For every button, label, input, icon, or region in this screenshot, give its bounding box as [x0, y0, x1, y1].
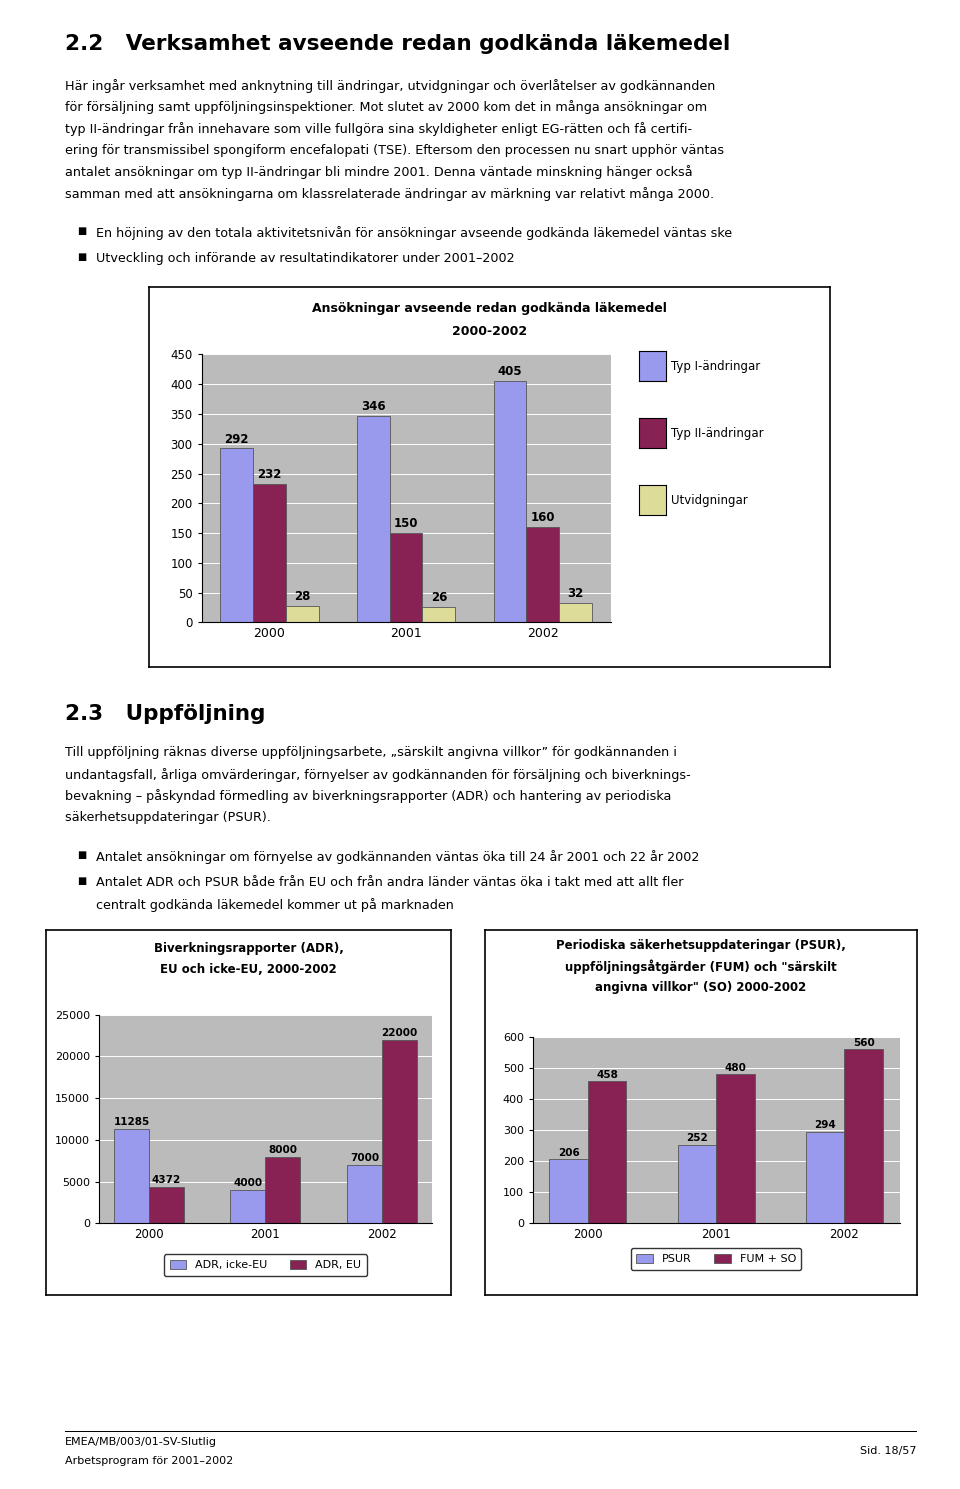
Bar — [390, 533, 422, 622]
Text: Antalet ansökningar om förnyelse av godkännanden väntas öka till 24 år 2001 och : Antalet ansökningar om förnyelse av godk… — [96, 850, 700, 864]
Text: 28: 28 — [294, 590, 310, 603]
Bar — [805, 1132, 845, 1222]
Text: Typ II-ändringar: Typ II-ändringar — [671, 427, 763, 439]
Bar — [357, 417, 390, 622]
Text: 560: 560 — [852, 1038, 875, 1048]
Bar — [220, 448, 253, 622]
Text: ■: ■ — [77, 876, 86, 886]
Bar — [253, 484, 286, 622]
Legend: ADR, icke-EU, ADR, EU: ADR, icke-EU, ADR, EU — [164, 1254, 367, 1276]
Text: 150: 150 — [394, 517, 419, 530]
Text: typ II-ändringar från innehavare som ville fullgöra sina skyldigheter enligt EG-: typ II-ändringar från innehavare som vil… — [65, 122, 692, 135]
Text: 292: 292 — [225, 432, 249, 445]
Text: Typ I-ändringar: Typ I-ändringar — [671, 360, 760, 372]
Text: 232: 232 — [257, 468, 281, 481]
Text: undantagsfall, årliga omvärderingar, förnyelser av godkännanden för försäljning : undantagsfall, årliga omvärderingar, för… — [65, 767, 691, 782]
Text: Arbetsprogram för 2001–2002: Arbetsprogram för 2001–2002 — [65, 1456, 233, 1467]
Text: EU och icke-EU, 2000-2002: EU och icke-EU, 2000-2002 — [160, 962, 337, 975]
Bar — [549, 1160, 588, 1222]
Bar — [347, 1164, 382, 1222]
Text: 480: 480 — [725, 1063, 746, 1072]
Text: 160: 160 — [531, 511, 555, 524]
Text: ■: ■ — [77, 850, 86, 861]
Text: 294: 294 — [814, 1120, 836, 1130]
Bar — [230, 1190, 265, 1222]
Text: 4000: 4000 — [233, 1178, 262, 1188]
Text: uppföljningsåtgärder (FUM) och "särskilt: uppföljningsåtgärder (FUM) och "särskilt — [564, 959, 837, 974]
Text: Utveckling och införande av resultatindikatorer under 2001–2002: Utveckling och införande av resultatindi… — [96, 252, 515, 265]
Text: 26: 26 — [431, 591, 447, 605]
Text: Periodiska säkerhetsuppdateringar (PSUR),: Periodiska säkerhetsuppdateringar (PSUR)… — [556, 938, 846, 951]
Text: Utvidgningar: Utvidgningar — [671, 494, 748, 506]
Text: ering för transmissibel spongiform encefalopati (TSE). Eftersom den processen nu: ering för transmissibel spongiform encef… — [65, 143, 725, 156]
Bar — [265, 1157, 300, 1222]
Bar — [114, 1129, 149, 1222]
Bar — [526, 527, 559, 622]
Text: Här ingår verksamhet med anknytning till ändringar, utvidgningar och överlåtelse: Här ingår verksamhet med anknytning till… — [65, 79, 715, 92]
Text: 346: 346 — [361, 401, 386, 414]
Text: Antalet ADR och PSUR både från EU och från andra länder väntas öka i takt med at: Antalet ADR och PSUR både från EU och fr… — [96, 876, 684, 889]
Text: Ansökningar avseende redan godkända läkemedel: Ansökningar avseende redan godkända läke… — [312, 302, 667, 316]
Bar — [588, 1081, 627, 1222]
Text: 252: 252 — [686, 1133, 708, 1144]
Text: 405: 405 — [497, 365, 522, 378]
Text: 2.2   Verksamhet avseende redan godkända läkemedel: 2.2 Verksamhet avseende redan godkända l… — [65, 34, 731, 54]
Text: ■: ■ — [77, 226, 86, 237]
Text: Biverkningsrapporter (ADR),: Biverkningsrapporter (ADR), — [154, 941, 344, 954]
Text: 11285: 11285 — [113, 1117, 150, 1127]
Bar — [559, 603, 592, 622]
Text: antalet ansökningar om typ II-ändringar bli mindre 2001. Denna väntade minskning: antalet ansökningar om typ II-ändringar … — [65, 165, 693, 179]
Text: 4372: 4372 — [152, 1175, 181, 1185]
Text: centralt godkända läkemedel kommer ut på marknaden: centralt godkända läkemedel kommer ut på… — [96, 898, 454, 911]
Bar — [716, 1074, 755, 1222]
Bar — [678, 1145, 716, 1222]
Text: 206: 206 — [558, 1148, 580, 1158]
Legend: PSUR, FUM + SO: PSUR, FUM + SO — [631, 1248, 802, 1270]
Text: 2000-2002: 2000-2002 — [452, 325, 527, 338]
Text: säkerhetsuppdateringar (PSUR).: säkerhetsuppdateringar (PSUR). — [65, 810, 271, 823]
Bar — [382, 1039, 417, 1222]
Text: för försäljning samt uppföljningsinspektioner. Mot slutet av 2000 kom det in mån: för försäljning samt uppföljningsinspekt… — [65, 100, 708, 115]
Text: En höjning av den totala aktivitetsnivån för ansökningar avseende godkända läkem: En höjning av den totala aktivitetsnivån… — [96, 226, 732, 240]
Text: 22000: 22000 — [381, 1027, 418, 1038]
Text: 8000: 8000 — [269, 1145, 298, 1155]
Text: Till uppföljning räknas diverse uppföljningsarbete, „särskilt angivna villkor” f: Till uppföljning räknas diverse uppföljn… — [65, 746, 677, 759]
Text: 32: 32 — [567, 587, 584, 600]
Bar — [845, 1050, 883, 1222]
Text: EMEA/MB/003/01-SV-Slutlig: EMEA/MB/003/01-SV-Slutlig — [65, 1437, 217, 1447]
Bar — [493, 381, 526, 622]
Text: samman med att ansökningarna om klassrelaterade ändringar av märkning var relati: samman med att ansökningarna om klassrel… — [65, 186, 714, 201]
Text: bevakning – påskyndad förmedling av biverkningsrapporter (ADR) och hantering av : bevakning – påskyndad förmedling av bive… — [65, 789, 672, 803]
Text: 2.3   Uppföljning: 2.3 Uppföljning — [65, 704, 266, 724]
Text: Sid. 18/57: Sid. 18/57 — [860, 1446, 917, 1456]
Text: 458: 458 — [596, 1069, 618, 1080]
Text: ■: ■ — [77, 252, 86, 262]
Text: angivna villkor" (SO) 2000-2002: angivna villkor" (SO) 2000-2002 — [595, 980, 806, 993]
Bar — [422, 608, 455, 622]
Text: 7000: 7000 — [349, 1152, 379, 1163]
Bar — [286, 606, 319, 622]
Bar — [149, 1187, 184, 1222]
